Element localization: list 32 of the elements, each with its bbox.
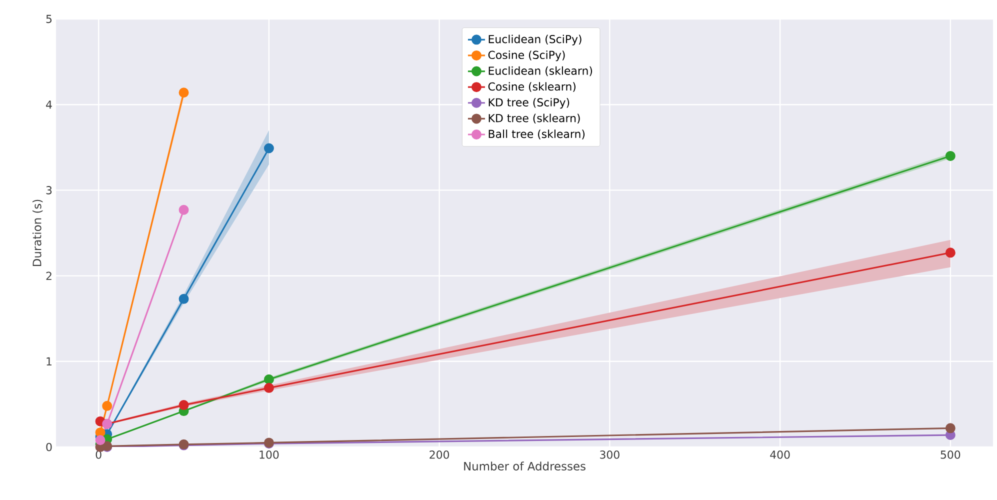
y-tick-label: 3	[46, 186, 52, 194]
legend-label: KD tree (SciPy)	[488, 98, 570, 109]
x-tick-label: 300	[600, 450, 620, 459]
legend-label: Euclidean (sklearn)	[488, 66, 592, 76]
x-axis-title: Number of Addresses	[464, 462, 586, 471]
y-tick-label: 0	[46, 442, 52, 452]
point	[95, 435, 106, 446]
point	[178, 400, 189, 410]
y-tick-label: 2	[46, 272, 52, 280]
legend-label: Ball tree (sklearn)	[488, 130, 585, 140]
point	[178, 204, 189, 215]
x-tick-label: 400	[770, 450, 790, 459]
y-tick-label: 4	[46, 100, 52, 109]
point	[178, 294, 189, 304]
point	[264, 143, 274, 154]
point	[102, 400, 112, 411]
point	[264, 382, 274, 393]
y-axis-title: Duration (s)	[32, 200, 43, 266]
point	[945, 248, 956, 258]
x-tick-label: 200	[430, 450, 450, 459]
point	[178, 88, 189, 98]
legend-label: Cosine (sklearn)	[488, 82, 576, 92]
point	[945, 423, 956, 434]
point	[945, 150, 956, 161]
y-tick-label: 1	[46, 357, 52, 366]
x-tick-label: 500	[940, 450, 960, 459]
legend-label: KD tree (sklearn)	[488, 114, 580, 124]
legend-label: Euclidean (SciPy)	[488, 34, 582, 46]
legend-label: Cosine (SciPy)	[488, 50, 565, 62]
y-tick-label: 5	[46, 14, 52, 24]
x-tick-label: 100	[260, 450, 279, 459]
point	[264, 374, 274, 384]
